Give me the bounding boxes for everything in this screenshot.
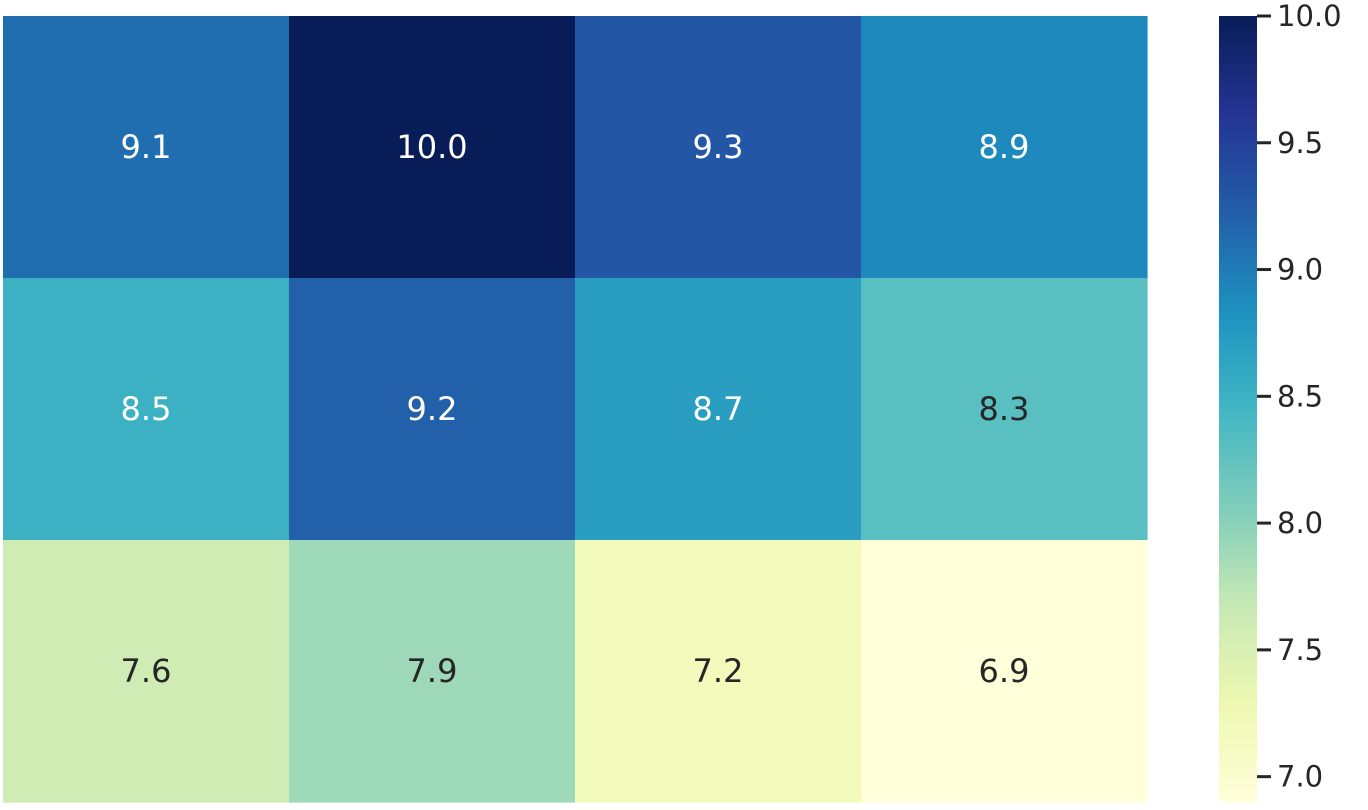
heatmap-cell-label: 7.9: [407, 652, 458, 690]
colorbar-tick-label: 8.0: [1277, 506, 1323, 540]
heatmap-cell: [3, 278, 290, 541]
colorbar-tick-label: 10.0: [1277, 0, 1342, 33]
heatmap-cell-label: 8.9: [979, 128, 1030, 166]
heatmap-cell: [575, 16, 862, 279]
heatmap-cell: [289, 278, 576, 541]
heatmap-cell: [575, 540, 862, 803]
heatmap-cell: [3, 540, 290, 803]
heatmap-cell: [861, 278, 1148, 541]
heatmap-cell-label: 10.0: [396, 128, 467, 166]
colorbar-tick-label: 9.5: [1277, 126, 1323, 160]
heatmap-cell-label: 7.2: [693, 652, 744, 690]
colorbar-tick-label: 7.5: [1277, 633, 1323, 667]
colorbar-tick-label: 7.0: [1277, 760, 1323, 794]
heatmap-cell-label: 8.7: [693, 390, 744, 428]
heatmap-cell: [3, 16, 290, 279]
heatmap-cells: 9.1 10.0 9.3 8.9 8.5 9.2 8.7 8.3 7.6 7.9 7.2 6.9: [3, 16, 1148, 803]
heatmap-cell: [289, 16, 576, 279]
colorbar-gradient: [1219, 16, 1257, 802]
heatmap-cell-label: 8.3: [979, 390, 1030, 428]
colorbar: 7.0 7.5 8.0 8.5 9.0 9.5 10.0: [1219, 0, 1342, 802]
heatmap-cell: [861, 540, 1148, 803]
heatmap-cell-label: 9.2: [407, 390, 458, 428]
heatmap-cell-label: 8.5: [121, 390, 172, 428]
heatmap-cell: [575, 278, 862, 541]
colorbar-tick-label: 8.5: [1277, 379, 1323, 413]
heatmap-cell-label: 7.6: [121, 652, 172, 690]
heatmap-cell-label: 9.1: [121, 128, 172, 166]
heatmap-cell: [289, 540, 576, 803]
heatmap-cell: [861, 16, 1148, 279]
colorbar-tick-label: 9.0: [1277, 253, 1323, 287]
heatmap-cell-label: 9.3: [693, 128, 744, 166]
heatmap-cell-label: 6.9: [979, 652, 1030, 690]
